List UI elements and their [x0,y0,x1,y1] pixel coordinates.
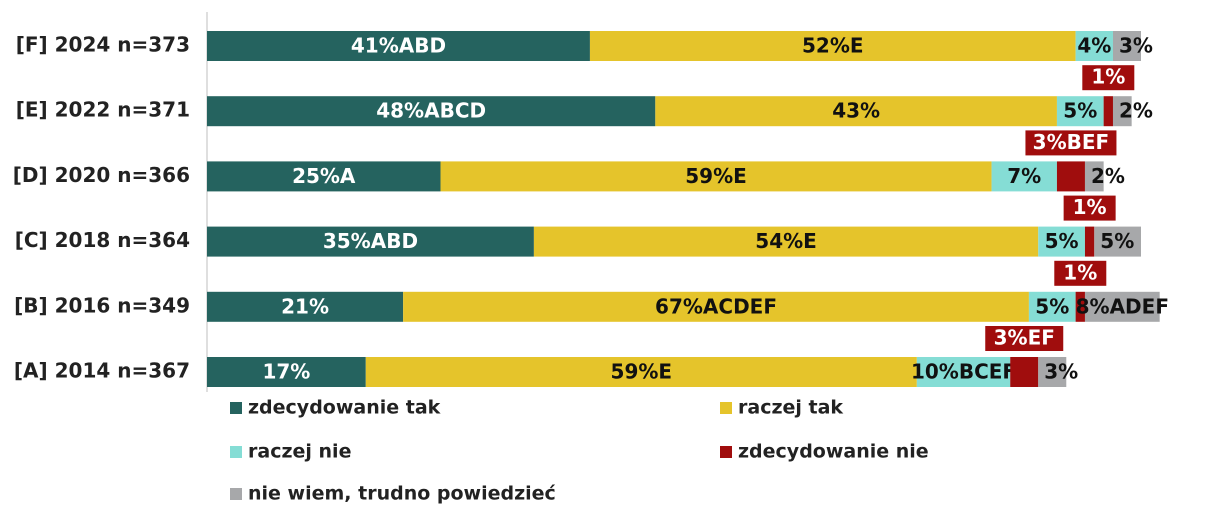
value-label: 3%BEF [1033,130,1110,154]
value-label: 5% [1035,294,1069,318]
bar-segment [1010,357,1039,387]
value-label: 54%E [755,229,817,253]
bar-segment [365,357,917,387]
value-label: 25%A [292,164,356,188]
value-label: 5% [1063,99,1097,123]
value-label: 35%ABD [323,229,418,253]
value-label: 1% [1091,65,1125,89]
value-label-box [1082,65,1135,91]
bar-segment [1103,96,1113,127]
value-label: 1% [1073,195,1107,219]
bar-segment [1112,96,1132,127]
value-label: 67%ACDEF [655,294,777,318]
value-label: 7% [1007,164,1041,188]
bar-segment [1084,226,1095,257]
value-label: 43% [832,99,880,123]
value-label: 59%E [685,164,747,188]
category-label: [B] 2016 n=349 [14,293,190,317]
value-label: 8%ADEF [1076,294,1169,318]
bar-segment [589,31,1076,61]
bar-segment [1056,161,1085,192]
legend-label: zdecydowanie tak [248,397,441,419]
value-label-box [1063,195,1116,221]
legend-swatch [230,488,242,500]
value-label: 2% [1119,99,1153,123]
legend-swatch [230,446,242,458]
bar-segment [655,96,1057,127]
bar-segment [207,291,404,322]
legend-swatch [720,402,732,414]
value-label: 21% [281,294,329,318]
bar-segment [1075,31,1113,61]
bar-segment [207,96,656,127]
legend-label: zdecydowanie nie [738,441,929,463]
bar-segment [1028,291,1076,322]
bar-segment [1056,96,1104,127]
value-label-box [1025,130,1117,156]
legend-swatch [720,446,732,458]
bar-segment [916,357,1011,387]
bar-segment [991,161,1057,192]
bar-segment [207,357,366,387]
bar-segment [1094,226,1141,257]
category-label: [C] 2018 n=364 [15,228,190,252]
bar-segment [1084,161,1104,192]
legend-swatch [230,402,242,414]
bar-segment [1038,226,1085,257]
value-label: 3%EF [994,326,1055,350]
category-label: [D] 2020 n=366 [13,163,190,187]
value-label: 59%E [611,360,673,384]
value-label: 3% [1119,34,1153,58]
legend-label: nie wiem, trudno powiedzieć [248,483,556,505]
value-label: 41%ABD [351,34,446,58]
bar-segment [1084,291,1160,322]
bar-segment [1112,31,1141,61]
value-label: 5% [1100,229,1134,253]
value-label: 1% [1063,260,1097,284]
value-label: 5% [1045,229,1079,253]
bar-segment [207,31,590,61]
bar-segment [440,161,992,192]
value-label: 2% [1091,164,1125,188]
bar-segment [207,161,441,192]
value-label: 3% [1044,360,1078,384]
value-label-box [985,326,1064,351]
bar-segment [207,226,534,257]
value-label: 17% [262,360,310,384]
category-label: [A] 2014 n=367 [14,359,190,383]
value-label: 4% [1077,34,1111,58]
bar-segment [403,291,1029,322]
legend-label: raczej nie [248,441,351,463]
bar-segment [533,226,1039,257]
bar-segment [1075,291,1085,322]
category-label: [E] 2022 n=371 [16,98,190,122]
value-label: 52%E [802,34,864,58]
value-label-box [1054,260,1107,286]
value-label: 48%ABCD [376,99,486,123]
legend-label: raczej tak [738,397,843,419]
value-label: 10%BCEF [911,360,1016,384]
bar-segment [1038,357,1067,387]
category-label: [F] 2024 n=373 [16,33,190,57]
